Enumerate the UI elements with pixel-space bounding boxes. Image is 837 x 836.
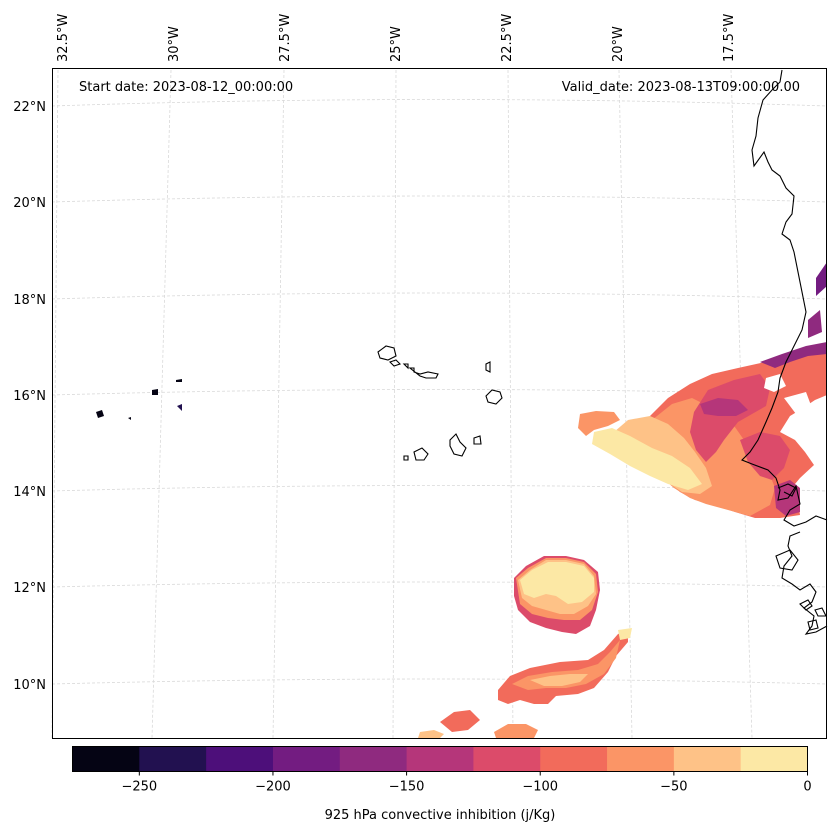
parallel-20n bbox=[51, 195, 828, 203]
parallel-14n bbox=[51, 485, 828, 492]
meridian-17.5w bbox=[730, 69, 753, 739]
cin-region-east-pink bbox=[690, 374, 770, 462]
colorbar-swatch bbox=[607, 746, 675, 772]
parallel-10n bbox=[51, 678, 828, 685]
fogo-island bbox=[413, 447, 429, 461]
gambia-river bbox=[777, 483, 797, 497]
lon-label: 27.5°W bbox=[278, 14, 293, 62]
lat-label: 18°N bbox=[13, 293, 46, 308]
colorbar-frame bbox=[72, 746, 808, 772]
cin-region-southwest-3 bbox=[418, 730, 444, 738]
lat-label: 16°N bbox=[13, 389, 46, 404]
longitude-labels: 32.5°W 30°W 27.5°W 25°W 22.5°W 20°W 17.5… bbox=[56, 14, 737, 62]
meridian-22.5w bbox=[507, 69, 514, 739]
parallel-16n bbox=[51, 389, 828, 396]
colorbar-tick-label: −250 bbox=[121, 780, 157, 795]
map-frame bbox=[52, 68, 827, 739]
meridian-25w bbox=[392, 69, 397, 739]
cin-speck-4 bbox=[177, 404, 182, 411]
valid-date-label: Valid_date: 2023-08-13T09:00:00.00 bbox=[562, 80, 800, 95]
meridian-30w bbox=[151, 69, 172, 739]
sao-vicente-island bbox=[388, 359, 402, 367]
colorbar-swatch bbox=[339, 746, 408, 772]
cin-region-east-magenta bbox=[700, 398, 748, 416]
colorbar-swatch bbox=[206, 746, 274, 772]
lat-label: 20°N bbox=[13, 196, 46, 211]
cin-region-central-pale bbox=[520, 562, 594, 604]
colorbar-tick-label: −200 bbox=[255, 780, 291, 795]
cin-speck-2 bbox=[152, 389, 158, 395]
lon-label: 20°W bbox=[611, 26, 626, 62]
lon-label: 25°W bbox=[389, 26, 404, 62]
graticule bbox=[51, 69, 828, 739]
colorbar-swatch bbox=[406, 746, 474, 772]
cin-hole-2 bbox=[784, 392, 812, 414]
colorbar-swatches bbox=[72, 746, 808, 772]
maio-island bbox=[473, 435, 482, 445]
meridian-20w bbox=[618, 69, 633, 739]
colorbar: −250 −200 −150 −100 −50 0 bbox=[72, 746, 812, 795]
cin-region-southwest-2 bbox=[494, 724, 538, 738]
lat-label: 10°N bbox=[13, 678, 46, 693]
colorbar-tick-label: −50 bbox=[660, 780, 687, 795]
latitude-labels: 22°N 20°N 18°N 16°N 14°N 12°N 10°N bbox=[13, 100, 46, 693]
lat-label: 12°N bbox=[13, 581, 46, 596]
cin-speck-3 bbox=[176, 379, 182, 382]
brava-island bbox=[403, 455, 409, 461]
lon-label: 17.5°W bbox=[722, 14, 737, 62]
parallel-18n bbox=[51, 292, 828, 300]
colorbar-swatch bbox=[673, 746, 742, 772]
guinea-coast bbox=[775, 549, 799, 571]
start-date-label: Start date: 2023-08-12_00:00:00 bbox=[79, 80, 293, 95]
colorbar-title: 925 hPa convective inhibition (j/Kg) bbox=[324, 808, 556, 823]
colorbar-tick-label: 0 bbox=[803, 780, 811, 795]
parallel-22n bbox=[51, 99, 828, 107]
lon-label: 32.5°W bbox=[56, 14, 71, 62]
cin-speck-5 bbox=[128, 417, 131, 420]
colorbar-ticks: −250 −200 −150 −100 −50 0 bbox=[121, 771, 812, 795]
cin-region-south-pale bbox=[530, 674, 588, 686]
meridian-27.5w bbox=[272, 69, 285, 739]
cin-region-east-strip bbox=[578, 411, 620, 436]
colorbar-swatch bbox=[540, 746, 608, 772]
cin-hole-1 bbox=[764, 374, 786, 392]
colorbar-tick-label: −150 bbox=[389, 780, 425, 795]
cin-fill-layer bbox=[96, 262, 827, 738]
cin-region-north-b bbox=[816, 262, 827, 296]
cin-region-south-tip bbox=[618, 628, 632, 640]
colorbar-swatch bbox=[740, 746, 808, 772]
santo-antao-island bbox=[377, 345, 397, 361]
colorbar-tick-label: −100 bbox=[522, 780, 558, 795]
cin-region-north-a bbox=[808, 310, 822, 338]
cin-region-east-pale bbox=[592, 428, 702, 490]
cin-region-south-light bbox=[512, 640, 620, 690]
parallel-12n bbox=[51, 581, 828, 588]
lat-label: 22°N bbox=[13, 100, 46, 115]
cin-region-east-purple bbox=[760, 342, 827, 368]
sao-nicolau-island bbox=[408, 367, 439, 379]
cin-speck-1 bbox=[96, 410, 104, 418]
lat-label: 14°N bbox=[13, 485, 46, 500]
lon-label: 30°W bbox=[167, 26, 182, 62]
colorbar-swatch bbox=[272, 746, 341, 772]
cin-region-southwest-1 bbox=[440, 710, 480, 732]
cin-region-east-pink2 bbox=[740, 432, 790, 480]
colorbar-swatch bbox=[72, 746, 140, 772]
coastlines bbox=[377, 69, 828, 635]
cin-hole-3 bbox=[800, 424, 827, 454]
santiago-island bbox=[449, 433, 467, 457]
sal-island bbox=[485, 361, 491, 373]
santa-luzia-island bbox=[402, 363, 409, 370]
colorbar-swatch bbox=[473, 746, 541, 772]
colorbar-swatch bbox=[139, 746, 207, 772]
lon-label: 22.5°W bbox=[500, 14, 515, 62]
boa-vista-island bbox=[485, 389, 503, 405]
